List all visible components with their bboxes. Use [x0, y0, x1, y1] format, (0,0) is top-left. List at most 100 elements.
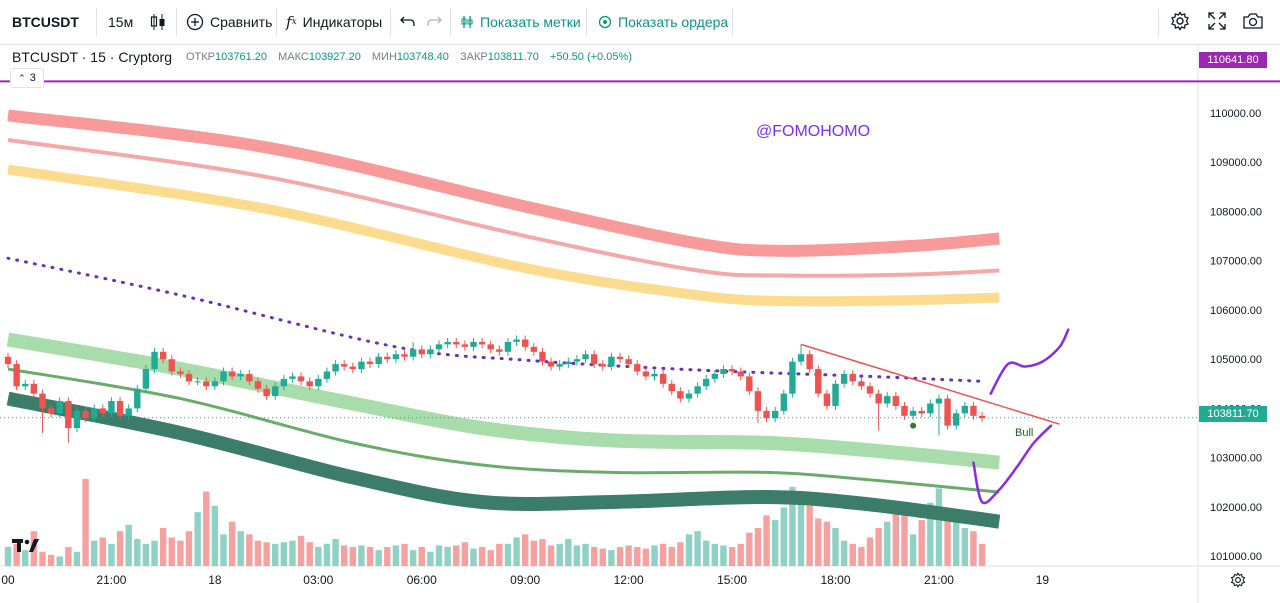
- chart-legend: BTCUSDT · 15 · Cryptorg ОТКР103761.20 МА…: [12, 48, 640, 66]
- volume-bar: [159, 528, 167, 566]
- gear-icon: [1170, 10, 1190, 34]
- candle-body: [272, 386, 279, 397]
- volume-bar: [297, 535, 305, 566]
- fullscreen-icon: [1208, 11, 1226, 33]
- time-tick-label: 21:00: [96, 573, 126, 587]
- marks-icon: [460, 14, 474, 30]
- volume-bar: [539, 539, 546, 566]
- volume-bar: [685, 534, 693, 566]
- volume-bar: [780, 507, 787, 566]
- candle-body: [99, 408, 107, 414]
- volume-bar: [909, 534, 917, 566]
- candle-body: [694, 386, 701, 394]
- candle-body: [289, 376, 296, 379]
- annotation-up-scenario: [989, 328, 1070, 395]
- candle-body: [340, 364, 348, 367]
- price-tick-label: 101000.00: [1210, 551, 1262, 563]
- volume-bar: [340, 545, 348, 566]
- candle-body: [884, 396, 891, 404]
- screenshot-button[interactable]: [1242, 8, 1264, 36]
- candle-body: [780, 393, 787, 411]
- candle-body: [573, 359, 581, 362]
- indicators-toggle[interactable]: ⌃ 3: [10, 68, 44, 88]
- close-label: ЗАКР: [459, 51, 488, 63]
- redo-button[interactable]: [426, 8, 442, 36]
- show-orders-button[interactable]: Показать ордера: [598, 8, 728, 36]
- volume-bar: [435, 545, 443, 566]
- volume-bar: [711, 543, 719, 566]
- candle-body: [771, 410, 779, 419]
- volume-bar: [582, 543, 589, 566]
- candle-body: [547, 361, 555, 367]
- volume-bar: [134, 539, 141, 566]
- candle-body: [254, 381, 262, 389]
- bull-signal-dot: [910, 422, 917, 429]
- indicator-count: 3: [29, 72, 36, 84]
- candle-body: [668, 383, 675, 392]
- volume-bar: [73, 551, 81, 566]
- symbol-button[interactable]: BTCUSDT: [12, 14, 79, 30]
- volume-bar: [504, 543, 512, 566]
- candle-body: [91, 408, 98, 419]
- volume-bar: [556, 543, 563, 566]
- volume-bar: [608, 550, 615, 566]
- candle-body: [177, 371, 184, 374]
- candle-body: [849, 373, 856, 382]
- fullscreen-button[interactable]: [1208, 8, 1226, 36]
- candle-body: [134, 388, 141, 409]
- candle-body: [703, 378, 710, 387]
- axis-settings-icon[interactable]: [1230, 572, 1246, 591]
- volume-bar: [642, 548, 650, 566]
- volume-bar: [935, 488, 943, 566]
- legend-title: BTCUSDT · 15 · Cryptorg: [12, 49, 172, 65]
- volume-bar: [953, 521, 960, 566]
- volume-bar: [323, 543, 331, 566]
- candle-body: [797, 354, 805, 362]
- band-green-thin: [7, 367, 1000, 494]
- show-marks-button[interactable]: Показать метки: [460, 8, 581, 36]
- price-tick-label: 105000.00: [1210, 354, 1262, 366]
- undo-icon: [400, 14, 416, 31]
- volume-bar: [4, 547, 12, 566]
- interval-button[interactable]: 15м: [108, 14, 134, 30]
- bull-signal-label: Bull: [1015, 427, 1034, 439]
- volume-bar: [401, 543, 408, 566]
- time-tick-label: 19: [1036, 573, 1050, 587]
- candle-body: [504, 341, 512, 352]
- candle-body: [22, 383, 29, 387]
- volume-bar: [970, 531, 977, 566]
- candle-body: [39, 393, 46, 409]
- time-tick-label: 03:00: [303, 573, 333, 587]
- volume-bar: [349, 547, 356, 566]
- candle-body: [961, 405, 969, 414]
- undo-button[interactable]: [400, 8, 416, 36]
- volume-bar: [823, 521, 831, 566]
- candle-body: [392, 354, 400, 360]
- candle-body: [823, 393, 831, 406]
- candle-body: [435, 344, 443, 350]
- compare-button[interactable]: Сравнить: [186, 8, 272, 36]
- volume-bar: [737, 543, 744, 566]
- candle-body: [349, 366, 356, 370]
- volume-bar: [237, 531, 244, 566]
- candle-body: [246, 373, 253, 382]
- volume-bar: [927, 502, 934, 566]
- toolbar-divider: [586, 8, 587, 36]
- candle-body: [840, 373, 848, 384]
- volume-bar: [358, 545, 365, 566]
- candle-body: [866, 386, 874, 394]
- time-tick-label: 09:00: [510, 573, 540, 587]
- tradingview-logo[interactable]: [12, 537, 42, 557]
- volume-bar: [366, 547, 374, 566]
- settings-button[interactable]: [1170, 8, 1190, 36]
- candle-body: [496, 349, 503, 352]
- low-label: МИН: [371, 51, 397, 63]
- volume-bar: [573, 545, 581, 566]
- volume-bar: [616, 547, 624, 566]
- volume-bar: [840, 540, 848, 566]
- price-tick-label: 107000.00: [1210, 256, 1262, 268]
- chart-type-button[interactable]: [150, 8, 172, 36]
- band-dark-green: [6, 391, 1001, 529]
